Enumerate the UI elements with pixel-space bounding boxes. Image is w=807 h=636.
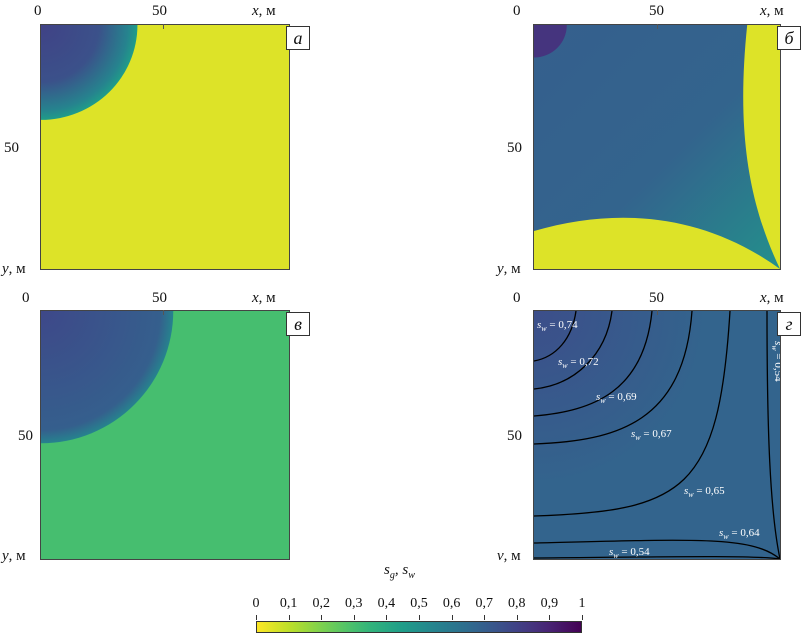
x-axis-label: x, м [760, 290, 784, 306]
heatmap-canvas [41, 311, 289, 559]
colorbar-tick-label: 0,9 [540, 596, 559, 611]
x-tick-label: 0 [34, 3, 42, 19]
x-tick-mark [657, 310, 658, 315]
colorbar-tick-mark [256, 615, 257, 620]
y-tick-label: 50 [507, 140, 522, 156]
panel-label: б [777, 26, 801, 50]
contour-label: sw = 0,74 [537, 319, 578, 333]
colorbar-gradient [257, 622, 581, 632]
x-tick-label: 50 [152, 290, 167, 306]
heatmap-plot: sw = 0,74 sw = 0,72 sw = 0,69 sw = 0,67 sw =… [533, 310, 781, 560]
x-tick-mark [657, 24, 658, 29]
colorbar-tick-mark [516, 615, 518, 620]
colorbar-tick-mark [386, 615, 388, 620]
colorbar-tick-label: 0,1 [279, 596, 298, 611]
core-region [534, 25, 567, 58]
contour-label: sw = 0,54 [609, 546, 650, 559]
gas-region [41, 311, 174, 444]
colorbar-tick-mark [582, 615, 583, 620]
contour-line [534, 555, 780, 559]
x-tick-mark [163, 24, 164, 29]
x-tick-label: 50 [649, 3, 664, 19]
colorbar-tick-label: 0,2 [312, 596, 330, 611]
y-axis-label: y, м [497, 261, 521, 277]
x-tick-label: 50 [152, 3, 167, 19]
colorbar-tick-label: 0,5 [410, 596, 428, 611]
heatmap-plot [40, 24, 290, 270]
contour-line [534, 539, 780, 559]
colorbar-tick-mark [549, 615, 551, 620]
x-tick-label: 0 [513, 3, 521, 19]
x-axis-label: x, м [760, 3, 784, 19]
heatmap-canvas: sw = 0,74 sw = 0,72 sw = 0,69 sw = 0,67 sw =… [534, 311, 780, 559]
panel-label: в [286, 312, 310, 336]
background-shading [534, 311, 707, 485]
y-tick-label: 50 [4, 140, 19, 156]
contour-label: sw = 0,72 [558, 356, 599, 370]
colorbar-tick-label: 0 [252, 596, 260, 611]
contour-label: sw = 0,64 [719, 527, 760, 541]
heatmap-canvas [534, 25, 780, 269]
heatmap-plot [40, 310, 290, 560]
colorbar-tick-label: 0,4 [377, 596, 396, 611]
contour-label: sw = 0,69 [596, 391, 637, 405]
y-tick-label: 50 [18, 428, 33, 444]
x-axis-label: x, м [252, 3, 276, 19]
panel-label: г [777, 312, 801, 336]
contour-line [534, 311, 577, 362]
contour-label: sw = 0,54 [770, 341, 780, 382]
colorbar-tick-mark [484, 615, 486, 620]
contour-label: sw = 0,67 [631, 428, 672, 442]
contour-line [534, 311, 693, 445]
y-axis-label: y, м [2, 548, 26, 564]
heatmap-plot [533, 24, 781, 270]
colorbar-tick-mark [353, 615, 355, 620]
gas-region [41, 25, 138, 120]
x-tick-label: 0 [513, 290, 521, 306]
y-tick-label: 50 [507, 428, 522, 444]
heatmap-canvas [41, 25, 289, 269]
x-axis-label: x, м [252, 290, 276, 306]
y-axis-label: y, м [2, 261, 26, 277]
y-axis-label: v, м [497, 548, 521, 564]
panel-label: а [286, 26, 310, 50]
colorbar-tick-label: 0,7 [475, 596, 493, 611]
colorbar-tick-label: 1 [578, 596, 586, 611]
colorbar-tick-mark [288, 615, 290, 620]
colorbar-tick-mark [451, 615, 453, 620]
colorbar-title: sg, sw [384, 562, 415, 581]
colorbar-tick-mark [419, 615, 420, 620]
x-tick-mark [163, 310, 164, 315]
x-tick-label: 50 [649, 290, 664, 306]
colorbar-tick-label: 0,6 [442, 596, 461, 611]
colorbar-fill [257, 622, 581, 632]
colorbar [256, 621, 582, 633]
contour-line [766, 311, 780, 559]
colorbar-tick-label: 0,8 [508, 596, 526, 611]
colorbar-tick-mark [321, 615, 323, 620]
contour-line [534, 311, 613, 390]
x-tick-label: 0 [22, 290, 30, 306]
contour-line [534, 311, 653, 417]
contour-line [534, 311, 731, 517]
colorbar-tick-label: 0,3 [345, 596, 363, 611]
front-region [534, 25, 780, 269]
contour-label: sw = 0,65 [684, 485, 725, 499]
